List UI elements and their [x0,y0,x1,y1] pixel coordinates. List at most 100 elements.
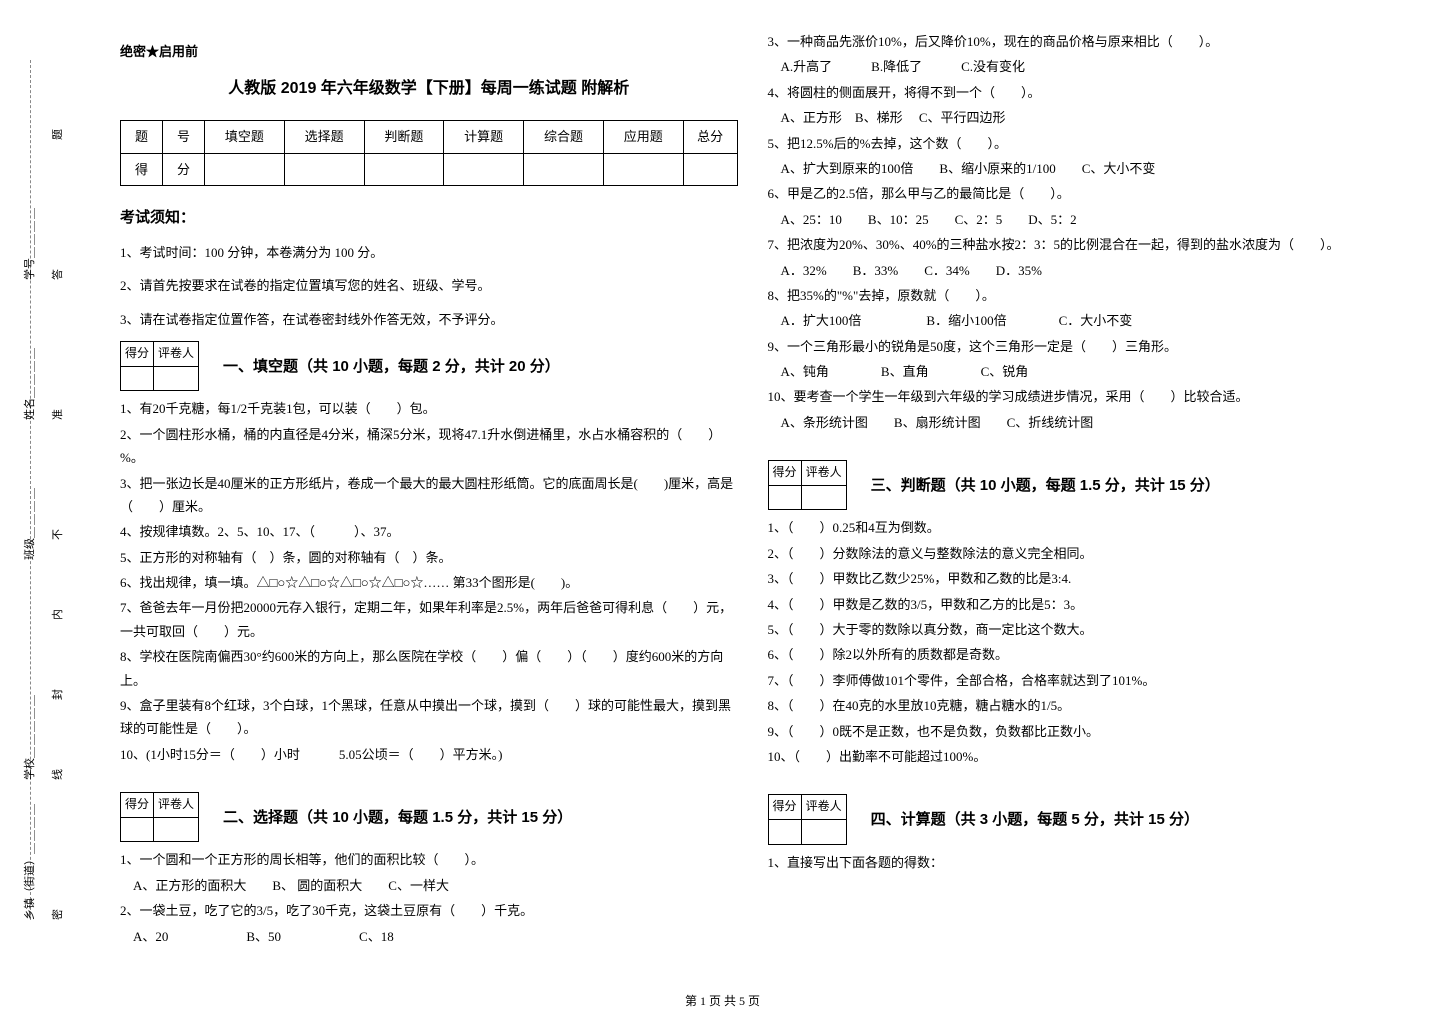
section-3-title: 三、判断题（共 10 小题，每题 1.5 分，共计 15 分） [871,472,1220,499]
score-box-blank [121,817,154,842]
choice-q: 2、一袋土豆，吃了它的3/5，吃了30千克，这袋土豆原有（ ）千克。 [120,899,738,922]
side-underline-0: ＿＿＿＿ [24,802,36,854]
side-label-5: 姓名 [24,398,36,420]
score-box-c1: 得分 [121,342,154,367]
section-4-header: 得分评卷人 四、计算题（共 3 小题，每题 5 分，共计 15 分） [768,794,1405,844]
choice-opt: A．32% B．33% C．34% D．35% [768,259,1405,282]
note-item: 2、请首先按要求在试卷的指定位置填写您的姓名、班级、学号。 [120,274,738,297]
score-box-c2: 评卷人 [154,342,199,367]
judge-questions: 1、（ ）0.25和4互为倒数。 2、（ ）分数除法的意义与整数除法的意义完全相… [768,516,1405,768]
choice-opt: A、正方形的面积大 B、 圆的面积大 C、一样大 [120,874,738,897]
page-number: 第 1 页 共 5 页 [0,991,1445,1013]
choice-q: 10、要考查一个学生一年级到六年级的学习成绩进步情况，采用（ ）比较合适。 [768,385,1405,408]
choice-opt: A．扩大100倍 B．缩小100倍 C．大小不变 [768,309,1405,332]
side-label-1: 学校 [24,758,36,780]
page: 绝密★启用前 人教版 2019 年六年级数学【下册】每周一练试题 附解析 题 号… [0,0,1445,960]
score-box-c2: 评卷人 [154,793,199,818]
top-secret-label: 绝密★启用前 [120,40,738,63]
side-underline-5: ＿＿＿＿ [24,346,36,398]
fill-questions: 1、有20千克糖，每1/2千克装1包，可以装（ ）包。 2、一个圆柱形水桶，桶的… [120,397,738,766]
score-cell: 综合题 [524,121,604,153]
binding-strip: 乡镇（街道）＿＿＿＿ 密 学校＿＿＿＿＿ 线 封 内 班级＿＿＿＿ 不 姓名＿＿… [30,60,90,920]
side-extra-0: 密 [52,909,64,920]
judge-q: 10、（ ）出勤率不可能超过100%。 [768,745,1405,768]
fill-q: 4、按规律填数。2、5、10、17、（ ）、37。 [120,520,738,543]
section-4-title: 四、计算题（共 3 小题，每题 5 分，共计 15 分） [871,806,1199,833]
fill-q: 10、(1小时15分＝（ ）小时 5.05公顷＝（ ）平方米。) [120,743,738,766]
score-cell [284,153,364,185]
score-cell: 得 [121,153,163,185]
score-cell [603,153,683,185]
score-box: 得分评卷人 [120,341,199,391]
score-cell: 分 [163,153,205,185]
score-box-blank [154,817,199,842]
notes-title: 考试须知： [120,204,738,231]
choice-q: 5、把12.5%后的%去掉，这个数（ ）。 [768,132,1405,155]
fill-q: 1、有20千克糖，每1/2千克装1包，可以装（ ）包。 [120,397,738,420]
side-extra-6: 答 [52,269,64,280]
note-item: 3、请在试卷指定位置作答，在试卷密封线外作答无效，不予评分。 [120,308,738,331]
judge-q: 9、（ ）0既不是正数，也不是负数，负数都比正数小。 [768,720,1405,743]
score-cell [683,153,737,185]
fill-q: 7、爸爸去年一月份把20000元存入银行，定期二年，如果年利率是2.5%，两年后… [120,596,738,643]
score-box-c1: 得分 [768,795,801,820]
table-row: 题 号 填空题 选择题 判断题 计算题 综合题 应用题 总分 [121,121,738,153]
choice-opt: A.升高了 B.降低了 C.没有变化 [768,55,1405,78]
choice-q: 3、一种商品先涨价10%，后又降价10%，现在的商品价格与原来相比（ ）。 [768,30,1405,53]
choice-opt: A、钝角 B、直角 C、锐角 [768,360,1405,383]
score-box-blank [154,366,199,391]
side-label-6: 学号 [24,258,36,280]
choice-left-questions: 1、一个圆和一个正方形的周长相等，他们的面积比较（ ）。 A、正方形的面积大 B… [120,848,738,948]
score-cell: 计算题 [444,121,524,153]
score-box: 得分评卷人 [768,794,847,844]
score-box-c2: 评卷人 [801,461,846,486]
section-3-header: 得分评卷人 三、判断题（共 10 小题，每题 1.5 分，共计 15 分） [768,460,1405,510]
side-underline-6: ＿＿＿＿ [24,206,36,258]
choice-q: 4、将圆柱的侧面展开，将得不到一个（ ）。 [768,81,1405,104]
choice-q: 8、把35%的"%"去掉，原数就（ ）。 [768,284,1405,307]
left-column: 绝密★启用前 人教版 2019 年六年级数学【下册】每周一练试题 附解析 题 号… [120,30,738,950]
judge-q: 8、（ ）在40克的水里放10克糖，糖占糖水的1/5。 [768,694,1405,717]
judge-q: 5、（ ）大于零的数除以真分数，商一定比这个数大。 [768,618,1405,641]
table-row: 得 分 [121,153,738,185]
exam-notes: 1、考试时间：100 分钟，本卷满分为 100 分。 2、请首先按要求在试卷的指… [120,241,738,331]
score-cell [524,153,604,185]
score-cell [205,153,285,185]
right-column: 3、一种商品先涨价10%，后又降价10%，现在的商品价格与原来相比（ ）。 A.… [768,30,1405,950]
section-1-header: 得分评卷人 一、填空题（共 10 小题，每题 2 分，共计 20 分） [120,341,738,391]
side-label-4: 班级 [24,538,36,560]
choice-q: 1、一个圆和一个正方形的周长相等，他们的面积比较（ ）。 [120,848,738,871]
side-extra-7: 题 [52,129,64,140]
choice-q: 7、把浓度为20%、30%、40%的三种盐水按2：3：5的比例混合在一起，得到的… [768,233,1405,256]
score-box-blank [801,485,846,510]
choice-right-questions: 3、一种商品先涨价10%，后又降价10%，现在的商品价格与原来相比（ ）。 A.… [768,30,1405,434]
choice-opt: A、20 B、50 C、18 [120,925,738,948]
score-cell [364,153,444,185]
section-1-title: 一、填空题（共 10 小题，每题 2 分，共计 20 分） [223,353,560,380]
judge-q: 6、（ ）除2以外所有的质数都是奇数。 [768,643,1405,666]
judge-q: 1、（ ）0.25和4互为倒数。 [768,516,1405,539]
score-box: 得分评卷人 [120,792,199,842]
calc-q: 1、直接写出下面各题的得数： [768,851,1405,874]
side-extra-4: 不 [52,529,64,540]
score-box-blank [801,819,846,844]
score-cell: 题 [121,121,163,153]
section-2-title: 二、选择题（共 10 小题，每题 1.5 分，共计 15 分） [223,804,572,831]
section-2-header: 得分评卷人 二、选择题（共 10 小题，每题 1.5 分，共计 15 分） [120,792,738,842]
fill-q: 2、一个圆柱形水桶，桶的内直径是4分米，桶深5分米，现将47.1升水倒进桶里，水… [120,423,738,470]
choice-q: 6、甲是乙的2.5倍，那么甲与乙的最简比是（ ）。 [768,182,1405,205]
side-underline-1: ＿＿＿＿＿ [24,693,36,758]
fill-q: 5、正方形的对称轴有（ ）条，圆的对称轴有（ ）条。 [120,546,738,569]
fill-q: 9、盒子里装有8个红球，3个白球，1个黑球，任意从中摸出一个球，摸到（ ）球的可… [120,694,738,741]
score-cell: 总分 [683,121,737,153]
choice-opt: A、正方形 B、梯形 C、平行四边形 [768,106,1405,129]
calc-questions: 1、直接写出下面各题的得数： [768,851,1405,874]
choice-q: 9、一个三角形最小的锐角是50度，这个三角形一定是（ ）三角形。 [768,335,1405,358]
score-box: 得分评卷人 [768,460,847,510]
side-extra-1: 线 [52,769,64,780]
score-box-c1: 得分 [121,793,154,818]
judge-q: 4、（ ）甲数是乙数的3/5，甲数和乙方的比是5：3。 [768,593,1405,616]
side-underline-4: ＿＿＿＿ [24,486,36,538]
side-extra-3: 内 [52,609,64,620]
score-box-c2: 评卷人 [801,795,846,820]
